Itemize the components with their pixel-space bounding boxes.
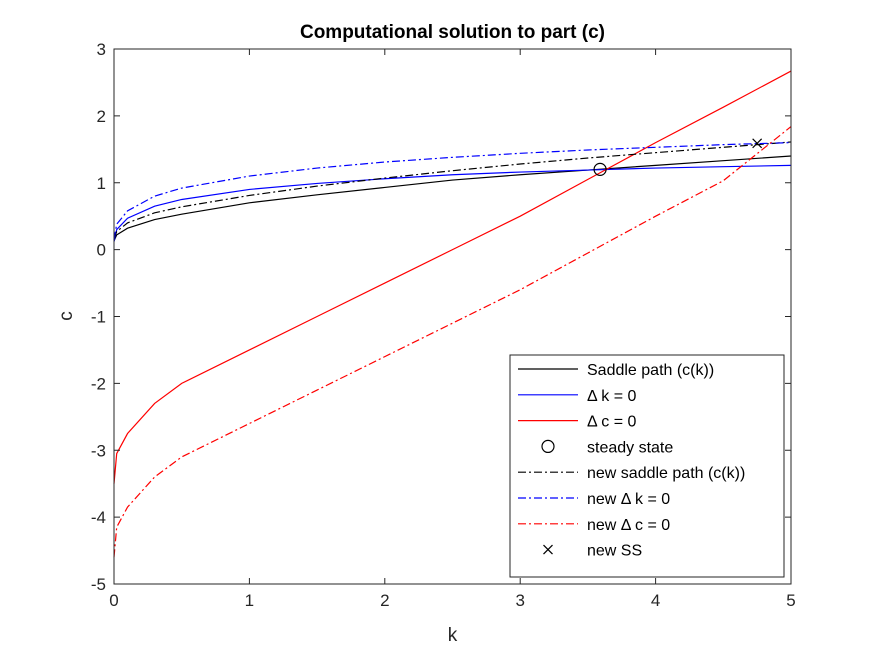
legend-entries: Saddle path (c(k)) Δ k = 0 Δ c = 0 steady s… xyxy=(518,362,745,560)
y-tick-label: 1 xyxy=(97,174,106,193)
legend: Saddle path (c(k)) Δ k = 0 Δ c = 0 steady s… xyxy=(509,354,785,578)
legend-label: new saddle path (c(k)) xyxy=(587,465,745,482)
legend-label: new SS xyxy=(587,543,642,560)
tick-layer: 0 1 2 3 4 5 -5 -4 -3 -2 -1 0 1 2 3 xyxy=(91,40,796,610)
y-axis-label: c xyxy=(56,311,77,321)
y-tick-label: -1 xyxy=(91,308,106,327)
series-line xyxy=(113,141,792,240)
x-tick-label: 2 xyxy=(380,591,389,610)
legend-label: Δ k = 0 xyxy=(587,388,636,405)
x-axis-label: k xyxy=(448,625,458,646)
series-line xyxy=(113,126,792,558)
series-line xyxy=(113,70,792,484)
y-tick-label: -2 xyxy=(91,374,106,393)
legend-marker xyxy=(541,439,555,453)
x-tick-label: 0 xyxy=(109,591,118,610)
legend-label: steady state xyxy=(587,439,673,456)
chart-title: Computational solution to part (c) xyxy=(300,22,605,43)
y-tick-label: 3 xyxy=(97,40,106,59)
marker-layer xyxy=(593,138,763,176)
legend-marker xyxy=(543,544,553,555)
point-marker xyxy=(752,138,763,149)
legend-label: new Δ k = 0 xyxy=(587,491,670,508)
y-tick-label: -5 xyxy=(91,575,106,594)
legend-label: new Δ c = 0 xyxy=(587,517,670,534)
legend-label: Δ c = 0 xyxy=(587,414,636,431)
x-tick-label: 3 xyxy=(515,591,524,610)
legend-label: Saddle path (c(k)) xyxy=(587,362,714,379)
y-tick-label: 2 xyxy=(97,107,106,126)
series-line xyxy=(113,164,792,242)
point-marker-stroke-b xyxy=(752,138,763,149)
legend-marker-stroke-b xyxy=(543,544,553,555)
point-marker xyxy=(593,162,607,176)
x-tick-label: 4 xyxy=(651,591,660,610)
series-layer xyxy=(113,70,792,558)
y-tick-label: -3 xyxy=(91,441,106,460)
y-tick-label: 0 xyxy=(97,241,106,260)
x-tick-label: 5 xyxy=(786,591,795,610)
legend-box xyxy=(509,354,785,578)
series-line xyxy=(113,155,792,242)
series-line xyxy=(113,142,792,240)
x-tick-label: 1 xyxy=(245,591,254,610)
y-tick-label: -4 xyxy=(91,508,106,527)
